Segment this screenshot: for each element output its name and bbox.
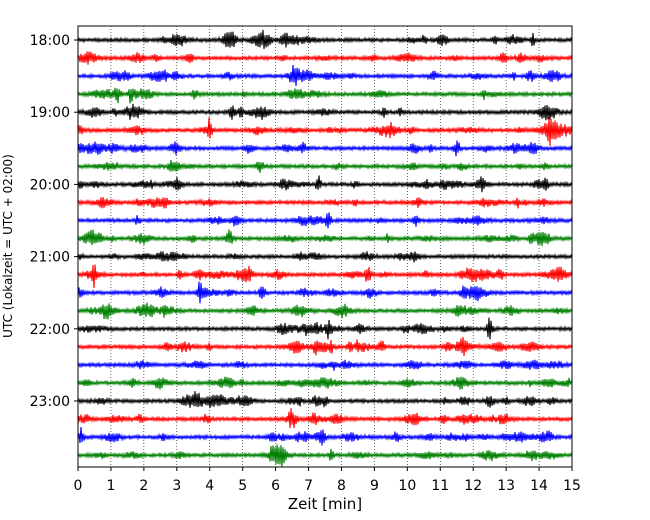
seismogram-traces [77, 29, 573, 467]
y-tick-label-0: 18:00 [30, 33, 70, 49]
plot-background [78, 26, 572, 467]
trace-row-15 [77, 302, 573, 320]
x-tick-label-7: 7 [304, 478, 313, 494]
trace-row-8 [77, 175, 573, 193]
x-tick-label-14: 14 [530, 478, 548, 494]
y-axis-ticks: 18:00 19:00 20:00 21:00 22:00 23:00 [30, 33, 78, 410]
trace-row-19 [77, 376, 573, 390]
trace-row-23 [77, 444, 573, 467]
x-tick-label-9: 9 [370, 478, 379, 494]
x-tick-label-2: 2 [139, 478, 148, 494]
x-axis-label: Zeit [min] [288, 495, 362, 513]
y-tick-label-5: 23:00 [30, 394, 70, 410]
x-tick-label-12: 12 [464, 478, 482, 494]
x-tick-label-5: 5 [238, 478, 247, 494]
trace-row-12 [77, 251, 573, 263]
x-tick-label-3: 3 [172, 478, 181, 494]
x-tick-label-10: 10 [398, 478, 416, 494]
trace-row-2 [77, 64, 573, 87]
trace-row-17 [77, 336, 573, 357]
x-tick-label-8: 8 [337, 478, 346, 494]
trace-row-22 [77, 427, 573, 446]
trace-row-11 [77, 229, 573, 247]
x-axis-ticks: 0 1 2 3 4 5 6 7 8 9 10 11 12 13 14 15 [74, 467, 581, 494]
x-tick-label-1: 1 [106, 478, 115, 494]
trace-row-4 [77, 103, 573, 121]
trace-row-13 [77, 264, 573, 288]
trace-row-0 [77, 29, 573, 50]
trace-row-18 [77, 359, 573, 371]
trace-row-14 [77, 281, 573, 304]
y-tick-label-1: 19:00 [30, 105, 70, 121]
x-tick-label-11: 11 [431, 478, 449, 494]
trace-row-20 [77, 391, 573, 409]
x-tick-label-15: 15 [563, 478, 581, 494]
trace-row-1 [77, 51, 573, 65]
x-tick-label-6: 6 [271, 478, 280, 494]
trace-row-21 [77, 408, 573, 429]
y-tick-label-3: 21:00 [30, 250, 70, 266]
trace-row-9 [77, 197, 573, 209]
trace-row-3 [77, 87, 573, 104]
y-tick-label-4: 22:00 [30, 322, 70, 338]
trace-row-10 [77, 212, 573, 229]
trace-row-6 [77, 140, 573, 157]
x-tick-label-0: 0 [74, 478, 83, 494]
plot-frame [77, 25, 573, 468]
trace-row-5 [77, 117, 573, 146]
trace-row-7 [77, 160, 573, 173]
y-tick-label-2: 20:00 [30, 177, 70, 193]
x-tick-label-4: 4 [205, 478, 214, 494]
x-tick-label-13: 13 [497, 478, 515, 494]
y-axis-label: UTC (Lokalzeit = UTC + 02:00) [1, 154, 15, 338]
trace-row-16 [77, 317, 573, 340]
